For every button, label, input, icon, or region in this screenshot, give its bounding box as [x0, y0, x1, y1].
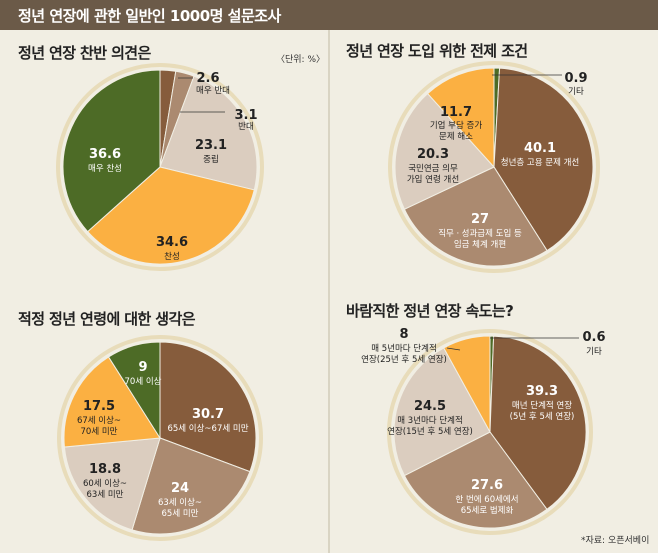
slice-value-label: 11.7	[440, 105, 472, 120]
slice-category-label: 중립	[203, 155, 219, 165]
slice-category-label: 한 번에 60세에서	[455, 495, 518, 505]
pie-slice	[107, 341, 161, 440]
slice-category-label: 연장(25년 후 5세 연장)	[361, 354, 447, 365]
slice-category-label: (5년 후 5세 연장)	[510, 411, 575, 422]
slice-category-label: 기타	[586, 347, 602, 357]
slice-category-label: 청년층 고용 문제 개선	[501, 157, 580, 168]
slice-value-label: 34.6	[156, 235, 188, 250]
pie-slice	[443, 335, 491, 433]
slice-value-label: 0.9	[564, 71, 587, 86]
slice-category-label: 63세 미만	[87, 490, 124, 500]
slice-category-label: 60세 이상~	[83, 478, 127, 489]
slice-category-label: 기타	[568, 87, 584, 97]
chart-title-4: 바람직한 정년 연장 속도는?	[346, 302, 514, 320]
slice-category-label: 연장(15년 후 5세 연장)	[387, 426, 473, 437]
pie-slice	[63, 437, 161, 531]
leader-line	[446, 347, 461, 351]
slice-value-label: 27.6	[471, 478, 503, 493]
slice-value-label: 20.3	[417, 147, 449, 162]
slice-value-label: 27	[471, 212, 489, 227]
pie-chart-1: 2.6매우 반대 3.1반대 23.1 중립 34.6찬성 36.6매우 찬성	[56, 63, 264, 271]
pie-slice	[403, 431, 548, 529]
slice-category-label: 임금 체계 개편	[454, 239, 506, 250]
slice-category-label: 매 3년마다 단계적	[397, 415, 463, 426]
slice-value-label: 23.1	[195, 138, 227, 153]
slice-value-label: 3.1	[234, 108, 257, 123]
pie-slice	[86, 166, 255, 265]
slice-category-label: 매우 반대	[196, 85, 230, 96]
pie-slice	[393, 347, 491, 477]
slice-category-label: 직무ㆍ성과급제 도입 등	[438, 228, 522, 239]
slice-category-label: 67세 이상~	[77, 415, 121, 426]
slice-value-label: 2.6	[196, 71, 219, 86]
slice-category-label: 매우 찬성	[88, 163, 122, 174]
slice-value-label: 17.5	[83, 399, 115, 414]
pie-slice	[489, 335, 587, 511]
slice-category-label: 반대	[238, 121, 254, 132]
slice-category-label: 70세 미만	[81, 427, 118, 437]
chart-title-3: 적정 정년 연령에 대한 생각은	[18, 310, 195, 328]
slice-category-label: 63세 이상~	[158, 497, 202, 508]
source-label: *자료: 오픈서베이	[581, 536, 650, 546]
slice-category-label: 찬성	[164, 251, 180, 262]
slice-value-label: 24	[171, 481, 189, 496]
unit-label: 〈단위: %〉	[276, 55, 326, 65]
slice-value-label: 9	[138, 360, 147, 375]
chart-title-2: 정년 연장 도입 위한 전제 조건	[346, 42, 528, 60]
pie-ring	[56, 63, 264, 271]
slice-category-label: 국민연금 의무	[408, 163, 458, 174]
header-bar: 정년 연장에 관한 일반인 1000명 설문조사	[0, 0, 658, 30]
pie-slice	[159, 341, 257, 473]
pie-slice	[159, 75, 258, 191]
slice-value-label: 8	[399, 327, 408, 342]
slice-category-label: 65세로 법제화	[461, 505, 514, 516]
chart-title-1: 정년 연장 찬반 의견은	[18, 44, 151, 62]
slice-value-label: 36.6	[89, 147, 121, 162]
slice-category-label: 65세 미만	[162, 509, 199, 519]
pie-ring	[388, 61, 600, 273]
slice-category-label: 매 5년마다 단계적	[371, 343, 437, 354]
slice-category-label: 70세 이상	[125, 376, 162, 387]
slice-value-label: 40.1	[524, 141, 556, 156]
slice-category-label: 매년 단계적 연장	[512, 400, 572, 411]
column-divider	[328, 30, 330, 553]
pie-ring	[57, 335, 263, 541]
pie-slice	[63, 356, 161, 448]
pie-slice	[426, 67, 495, 169]
pie-slice	[403, 166, 548, 267]
pie-slice	[131, 437, 251, 535]
pie-slice	[394, 92, 495, 210]
slice-category-label: 문제 해소	[439, 132, 473, 142]
pie-ring	[387, 329, 593, 535]
pie-chart-4: 0.6 기타 39.3매년 단계적 연장(5년 후 5세 연장) 27.6 한 번에 6…	[361, 327, 606, 535]
slice-value-label: 18.8	[89, 462, 121, 477]
pie-slice	[62, 69, 161, 233]
slice-category-label: 가입 연령 개선	[407, 174, 459, 185]
slice-category-label: 기업 부담 증가	[430, 120, 483, 131]
slice-value-label: 0.6	[582, 330, 605, 345]
slice-value-label: 39.3	[526, 384, 558, 399]
slice-value-label: 24.5	[414, 399, 446, 414]
slice-value-label: 30.7	[192, 407, 224, 422]
slice-category-label: 65세 이상~67세 미만	[167, 423, 248, 434]
header-title: 정년 연장에 관한 일반인 1000명 설문조사	[18, 7, 281, 25]
